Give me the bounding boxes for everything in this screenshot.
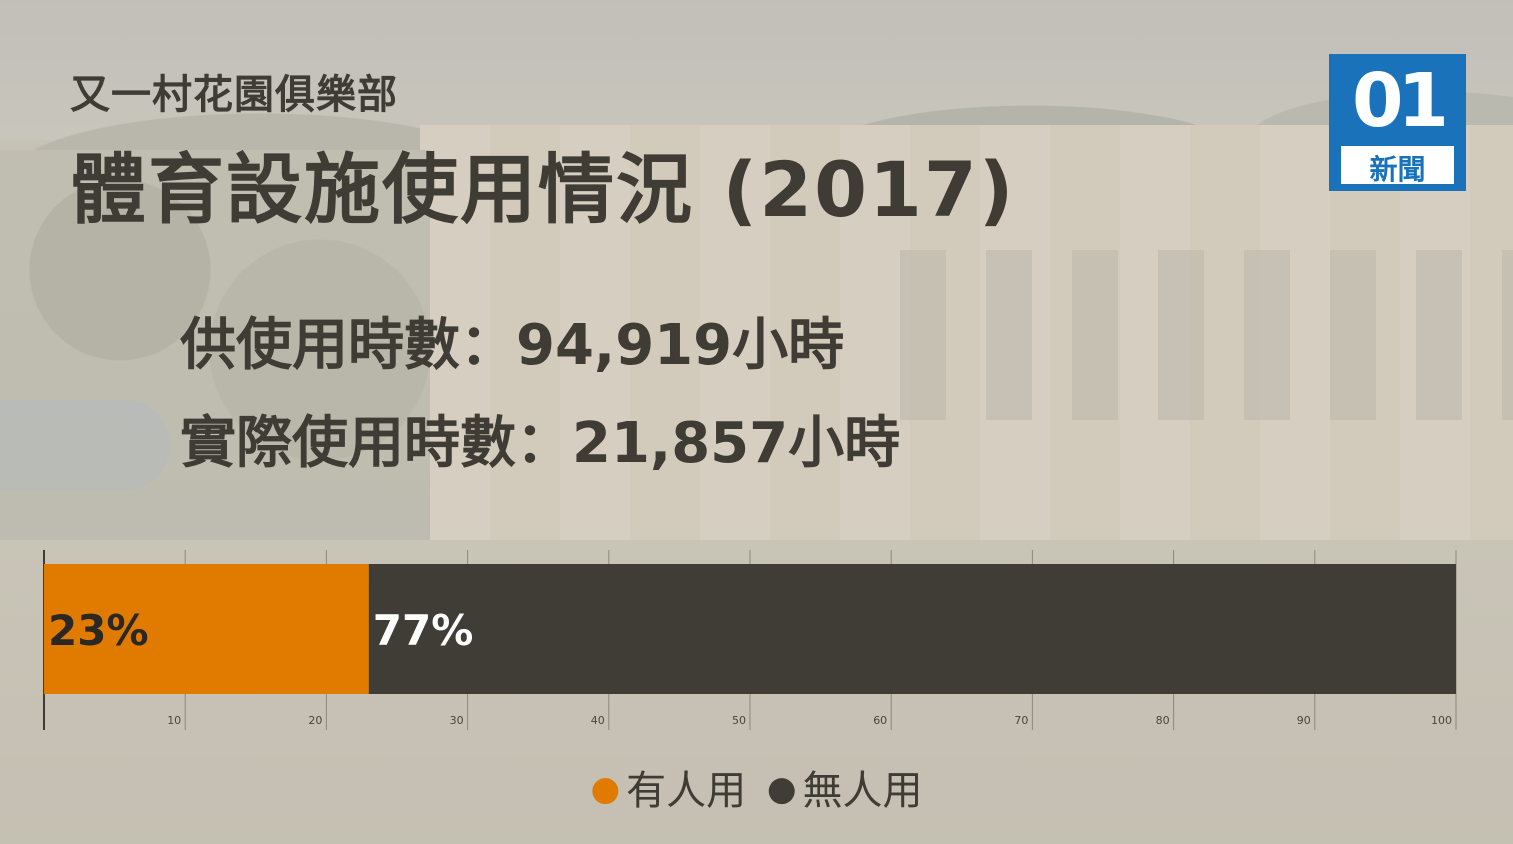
chart-subtitle: 又一村花園俱樂部 xyxy=(70,72,398,118)
chart-legend: ● 有人用 ● 無人用 xyxy=(0,758,1513,816)
legend-item-used: ● 有人用 xyxy=(590,758,746,816)
tick-label-40: 40 xyxy=(591,714,605,727)
actual-hours-text: 實際使用時數：21,857小時 xyxy=(180,411,901,476)
tick-label-60: 60 xyxy=(873,714,887,727)
bar-segment-unused xyxy=(368,564,1456,694)
tick-label-30: 30 xyxy=(450,714,464,727)
tick-label-90: 90 xyxy=(1297,714,1311,727)
data-label-unused: 77% xyxy=(373,606,474,655)
bar-segment-used xyxy=(44,564,369,694)
stacked-bar-chart: 23% 77% 10 20 30 40 50 60 70 80 90 100 xyxy=(43,550,1457,730)
legend-dot-unused: ● xyxy=(766,769,797,809)
available-hours-text: 供使用時數：94,919小時 xyxy=(180,313,845,378)
legend-dot-used: ● xyxy=(590,769,621,809)
logo-text-box: 新聞 xyxy=(1341,146,1454,186)
legend-label-used: 有人用 xyxy=(626,768,747,814)
legend-label-unused: 無人用 xyxy=(802,768,923,814)
hk01-logo: 01 新聞 xyxy=(1329,54,1466,191)
tick-label-20: 20 xyxy=(308,714,322,727)
legend-item-unused: ● 無人用 xyxy=(767,758,923,816)
chart-title: 體育設施使用情況 (2017) xyxy=(70,145,1016,234)
tick-label-50: 50 xyxy=(732,714,746,727)
tick-label-80: 80 xyxy=(1156,714,1170,727)
data-label-used: 23% xyxy=(48,606,149,655)
tick-label-70: 70 xyxy=(1014,714,1028,727)
tick-label-100: 100 xyxy=(1431,714,1452,727)
tick-label-10: 10 xyxy=(167,714,181,727)
logo-number: 01 xyxy=(1352,58,1449,144)
logo-text: 新聞 xyxy=(1369,153,1426,186)
